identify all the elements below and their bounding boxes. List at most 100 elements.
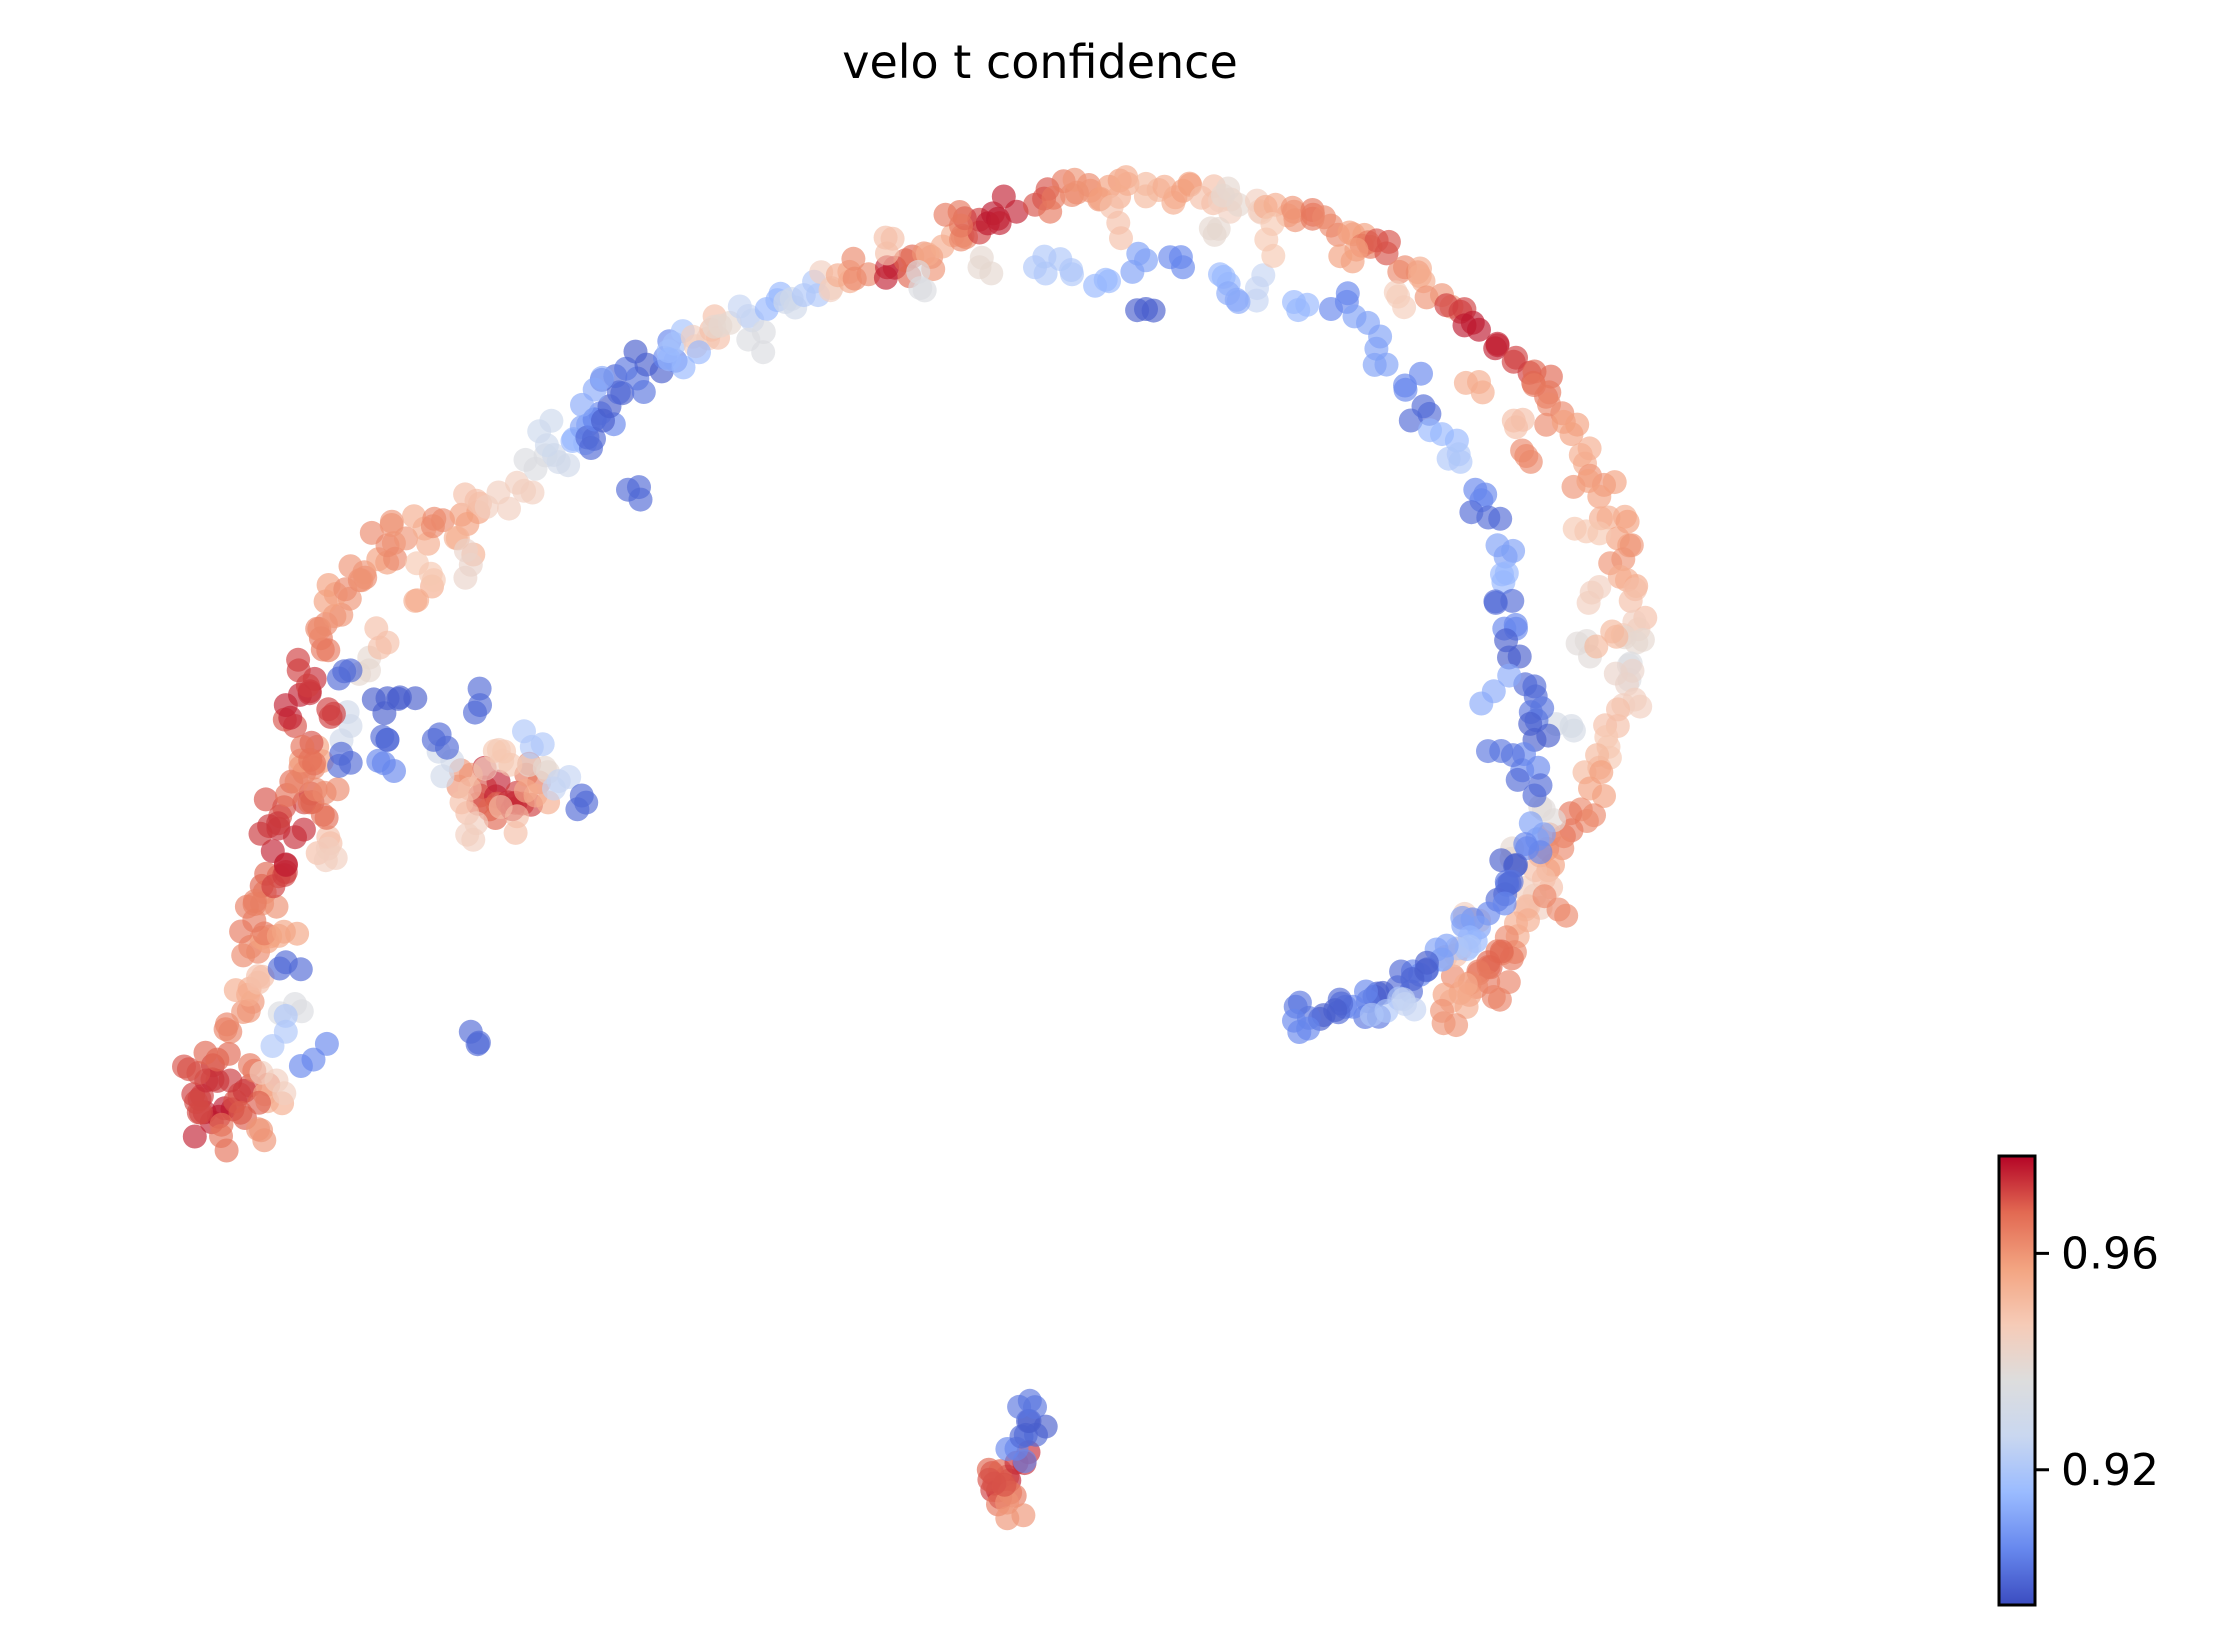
scatter-point: [1287, 990, 1312, 1015]
scatter-point: [1093, 267, 1118, 292]
scatter-point: [1500, 743, 1525, 768]
scatter-point: [1168, 245, 1193, 270]
scatter-point: [574, 790, 599, 815]
scatter-point: [1007, 1394, 1032, 1419]
scatter-point: [503, 820, 528, 845]
scatter-point: [520, 480, 545, 505]
scatter-point: [1402, 997, 1427, 1022]
colorbar-frame: [1997, 1154, 2037, 1607]
scatter-point: [1393, 377, 1418, 402]
scatter-point: [1454, 994, 1479, 1019]
scatter-point: [246, 970, 271, 995]
scatter-point: [1354, 979, 1378, 1004]
scatter-point: [1033, 261, 1058, 286]
scatter-point: [1295, 292, 1320, 317]
scatter-point: [1364, 228, 1389, 253]
scatter-point: [463, 700, 487, 725]
scatter-point: [303, 777, 328, 802]
scatter-point: [1483, 589, 1508, 614]
scatter-point: [1323, 998, 1348, 1023]
scatter-point: [1594, 725, 1619, 749]
scatter-point: [1592, 784, 1616, 808]
scatter-point: [1457, 934, 1482, 959]
scatter-point: [383, 546, 408, 571]
scatter-point: [1488, 506, 1513, 531]
scatter-point: [1494, 628, 1519, 653]
scatter-point: [1490, 562, 1514, 587]
scatter-point: [1362, 352, 1387, 377]
scatter-point: [1536, 723, 1561, 748]
scatter-points: [172, 165, 1658, 1531]
scatter-point: [1436, 446, 1461, 471]
scatter-point: [285, 921, 310, 946]
scatter-point: [457, 776, 482, 801]
scatter-point: [261, 874, 286, 899]
scatter-point: [327, 753, 352, 778]
scatter-point: [991, 184, 1016, 209]
scatter-point: [1623, 577, 1648, 602]
scatter-point: [1387, 259, 1412, 284]
scatter-point: [915, 242, 940, 267]
scatter-point: [1606, 697, 1630, 722]
scatter-point: [512, 719, 536, 744]
scatter-point: [933, 202, 958, 227]
scatter-point: [1342, 304, 1367, 329]
scatter-point: [995, 1490, 1020, 1515]
scatter-point: [332, 659, 357, 684]
scatter-point: [516, 753, 541, 777]
scatter-point: [1126, 241, 1151, 266]
scatter-point: [184, 1090, 209, 1114]
scatter-point: [371, 751, 396, 776]
scatter-point: [1453, 370, 1478, 395]
scatter-point: [375, 727, 400, 752]
scatter-point: [1224, 287, 1249, 312]
scatter-point: [321, 701, 346, 726]
scatter-point: [557, 765, 582, 789]
scatter-point: [430, 764, 455, 789]
scatter-point: [1386, 284, 1411, 309]
scatter-point: [249, 1060, 274, 1085]
scatter-point: [325, 777, 350, 802]
scatter-point: [1628, 694, 1653, 719]
scatter-point: [216, 1041, 241, 1066]
scatter-point: [1251, 263, 1276, 288]
scatter-point: [631, 380, 656, 404]
scatter-point: [1434, 293, 1459, 318]
scatter-point: [546, 450, 571, 475]
scatter-point: [1312, 205, 1337, 230]
scatter-point: [260, 1034, 285, 1058]
scatter-point: [1576, 469, 1601, 493]
scatter-point: [252, 1128, 277, 1153]
scatter-point: [534, 433, 559, 458]
colorbar-tick-label: 0.92: [2061, 1445, 2159, 1496]
scatter-point: [1534, 412, 1559, 437]
scatter-point: [1398, 408, 1423, 433]
scatter-point: [205, 1068, 230, 1093]
scatter-point: [1099, 194, 1124, 219]
scatter-point: [1459, 500, 1484, 525]
scatter-point: [465, 1032, 490, 1057]
scatter-point: [473, 756, 498, 781]
scatter-point: [841, 246, 866, 271]
scatter-point: [513, 447, 538, 472]
scatter-point: [1287, 1020, 1312, 1044]
scatter-point: [1409, 361, 1433, 386]
scatter-point: [474, 494, 499, 519]
scatter-point: [1562, 516, 1587, 541]
scatter-point: [288, 1054, 313, 1078]
scatter-point: [1335, 281, 1360, 306]
scatter-point: [582, 426, 606, 451]
scatter-point: [657, 347, 682, 372]
scatter-point: [1497, 663, 1522, 688]
scatter-point: [1604, 624, 1629, 649]
scatter-point: [1485, 333, 1510, 358]
scatter-point: [214, 1138, 239, 1163]
scatter-point: [209, 1112, 234, 1137]
scatter-point: [1418, 418, 1442, 443]
scatter-point: [1434, 933, 1459, 958]
scatter-point: [492, 739, 517, 764]
scatter-point: [842, 266, 867, 291]
scatter-point: [1501, 408, 1526, 433]
scatter-point: [1584, 634, 1609, 659]
scatter-point: [461, 827, 486, 852]
